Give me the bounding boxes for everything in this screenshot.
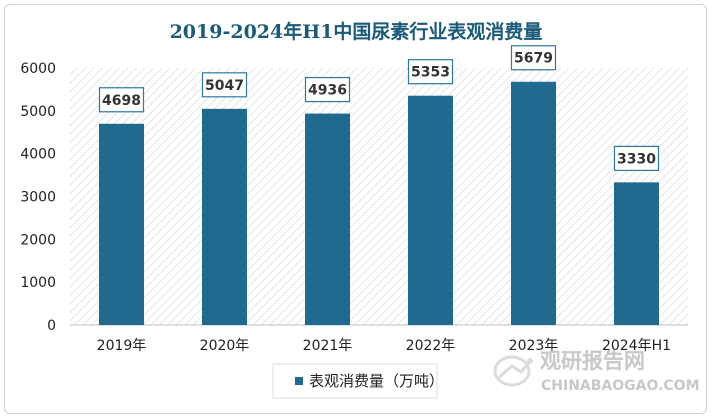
data-labels: 4698 5047 4936 5353 5679 3330 [98,45,660,171]
data-label-box [613,145,660,171]
data-label: 4698 [102,93,141,109]
legend: 表观消费量（万吨） [272,363,444,399]
bar [202,108,247,326]
x-tick-label: 2023年 [509,338,559,354]
plot-area-background [70,68,688,325]
legend-swatch [295,377,303,385]
y-tick-label: 3000 [20,190,56,206]
y-tick-label: 4000 [20,147,56,163]
bar [614,182,659,325]
bar [408,95,453,325]
data-label-box [304,76,351,103]
data-label: 5679 [514,51,553,67]
y-tick-label: 1000 [20,275,56,291]
x-tick-label: 2024年H1 [602,338,671,354]
data-label-box [201,72,248,98]
chinabaogao-logo-icon [493,355,533,387]
bar [305,113,350,325]
data-label-box [407,59,454,85]
bar [511,81,556,325]
x-tick-label: 2020年 [200,338,250,354]
y-tick-label: 6000 [20,61,56,77]
x-axis: 2019年 2020年 2021年 2022年 2023年 2024年H1 [70,324,688,354]
y-tick-label: 0 [47,318,56,334]
legend-label: 表观消费量（万吨） [309,372,444,390]
x-tick-label: 2022年 [406,338,456,354]
y-axis: 0 1000 2000 3000 4000 5000 6000 [20,61,56,334]
data-label-box [98,87,145,113]
y-tick-label: 5000 [20,104,56,120]
chart-title: 2019-2024年H1中国尿素行业表观消费量 [170,20,543,43]
data-label-box [510,45,557,71]
x-tick-label: 2019年 [97,338,147,354]
watermark-cn: 观研报告网 [540,349,645,373]
data-label: 5353 [411,65,450,81]
data-label: 4936 [308,83,347,99]
x-tick-label: 2021年 [303,338,353,354]
watermark-en: CHINABAOGAO.COM [541,378,700,394]
watermark: 观研报告网 CHINABAOGAO.COM [493,349,700,394]
bar [99,123,144,325]
y-tick-label: 2000 [20,232,56,248]
data-label: 3330 [617,151,656,167]
bar-series [99,81,659,326]
data-label: 5047 [205,78,244,94]
